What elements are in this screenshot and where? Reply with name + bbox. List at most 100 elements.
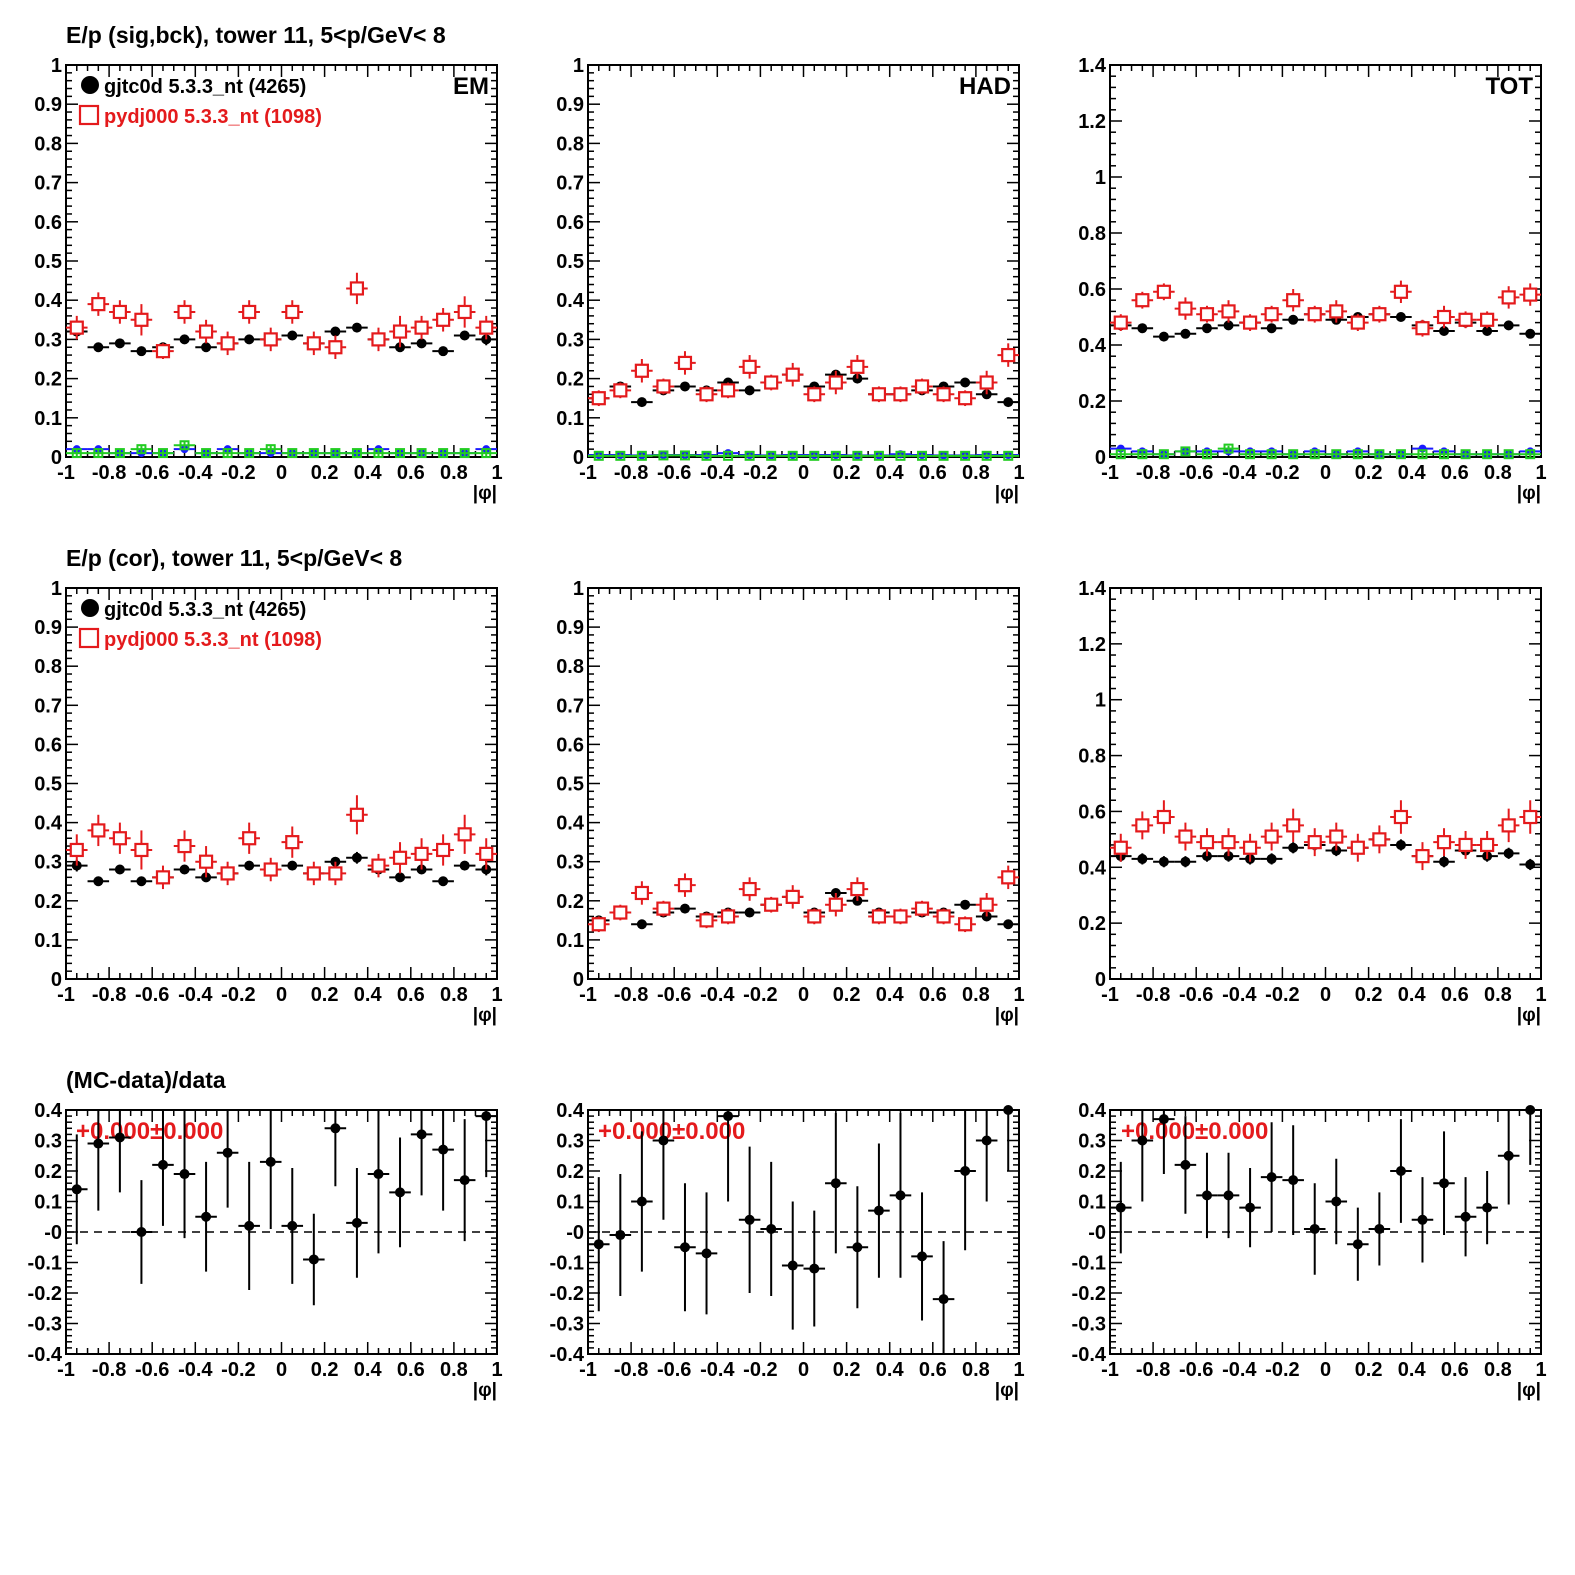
point-marker bbox=[958, 391, 973, 406]
x-tick-label: 0.8 bbox=[440, 984, 468, 1006]
x-tick-label: -0.2 bbox=[743, 1359, 777, 1381]
y-tick-label: 0.2 bbox=[1078, 391, 1106, 413]
point-marker bbox=[764, 375, 779, 390]
point-marker bbox=[656, 901, 671, 916]
point-marker bbox=[830, 450, 841, 461]
point-marker bbox=[1503, 848, 1514, 859]
point-marker bbox=[656, 379, 671, 394]
point-marker bbox=[979, 897, 994, 912]
point-marker bbox=[1482, 326, 1493, 336]
x-tick-label: 0.4 bbox=[1398, 1359, 1427, 1381]
point-marker bbox=[244, 1220, 255, 1231]
point-marker bbox=[1501, 818, 1516, 833]
point-marker bbox=[330, 448, 341, 459]
y-tick-label: 0 bbox=[573, 447, 584, 469]
point-marker bbox=[479, 320, 494, 335]
point-marker bbox=[1352, 1239, 1363, 1250]
y-tick-label: 0.1 bbox=[1078, 1192, 1106, 1214]
x-tick-label: -0.4 bbox=[1222, 984, 1257, 1006]
point-marker bbox=[136, 346, 147, 357]
chart-r1-em: -1 -0.8 -0.6 -0.4 -0.2 0 0.2 0.4 0.6 0.8 1 0 0.1 0.2 0… bbox=[34, 55, 502, 504]
x-tick-label: 0 bbox=[1320, 984, 1331, 1006]
panel-label: HAD bbox=[959, 73, 1011, 100]
y-tick-label: -0.2 bbox=[1072, 1283, 1106, 1305]
point-marker bbox=[177, 838, 192, 854]
legend-mc-marker bbox=[78, 627, 100, 649]
x-tick-label: -0.8 bbox=[614, 462, 648, 484]
x-tick-label: -0.4 bbox=[700, 984, 735, 1006]
point-marker bbox=[1158, 1114, 1169, 1125]
point-marker bbox=[591, 391, 606, 406]
point-marker bbox=[636, 919, 647, 930]
point-marker bbox=[871, 909, 887, 924]
point-marker bbox=[1307, 835, 1322, 850]
point-marker bbox=[220, 336, 235, 351]
point-marker bbox=[936, 387, 951, 402]
y-tick-label: 0.2 bbox=[1078, 913, 1106, 935]
point-marker bbox=[263, 862, 278, 877]
x-tick-label: 1 bbox=[491, 1359, 502, 1381]
x-axis-label: |φ| bbox=[473, 1005, 497, 1026]
point-marker bbox=[679, 1242, 690, 1253]
x-tick-label: -0.6 bbox=[1179, 462, 1213, 484]
y-tick-label: -0.3 bbox=[550, 1314, 584, 1336]
point-marker bbox=[1309, 1223, 1320, 1234]
point-marker bbox=[1264, 307, 1279, 322]
point-marker bbox=[958, 917, 973, 932]
point-marker bbox=[1245, 449, 1256, 460]
y-tick-label: 0.5 bbox=[556, 774, 584, 796]
x-tick-label: 0.4 bbox=[1398, 462, 1427, 484]
point-marker bbox=[981, 450, 992, 461]
point-marker bbox=[287, 330, 298, 341]
x-tick-label: 0.8 bbox=[962, 1359, 990, 1381]
point-marker bbox=[459, 330, 470, 341]
row-title-3: (MC-data)/data bbox=[66, 1067, 226, 1093]
x-tick-label: 0.8 bbox=[440, 1359, 468, 1381]
point-marker bbox=[1374, 449, 1385, 460]
y-tick-label: 1 bbox=[1095, 167, 1106, 189]
point-marker bbox=[960, 377, 971, 388]
legend-data-marker bbox=[81, 599, 99, 617]
x-tick-label: 0.8 bbox=[962, 984, 990, 1006]
y-tick-label: 0.1 bbox=[34, 408, 62, 430]
point-marker bbox=[1329, 304, 1344, 319]
point-marker bbox=[112, 304, 127, 320]
point-marker bbox=[114, 338, 125, 349]
y-tick-label: 0.9 bbox=[34, 617, 62, 639]
point-marker bbox=[1266, 853, 1277, 864]
x-tick-label: 0.6 bbox=[919, 1359, 947, 1381]
x-tick-label: 0.4 bbox=[876, 462, 905, 484]
series-mc bbox=[66, 795, 497, 890]
y-tick-label: 1.2 bbox=[1078, 111, 1106, 133]
y-tick-label: 1.4 bbox=[1078, 578, 1107, 600]
x-tick-label: 1 bbox=[491, 462, 502, 484]
x-tick-label: 0.2 bbox=[1355, 984, 1383, 1006]
point-marker bbox=[852, 450, 863, 461]
point-marker bbox=[658, 450, 669, 461]
point-marker bbox=[222, 1147, 233, 1158]
point-marker bbox=[1201, 1190, 1212, 1201]
point-marker bbox=[1266, 323, 1277, 334]
y-tick-label: -0.3 bbox=[1072, 1314, 1106, 1336]
point-marker bbox=[1393, 284, 1409, 299]
point-marker bbox=[114, 448, 125, 459]
point-marker bbox=[155, 344, 171, 359]
point-marker bbox=[787, 450, 798, 461]
point-marker bbox=[1199, 307, 1215, 322]
point-marker bbox=[1439, 1178, 1450, 1189]
point-marker bbox=[285, 304, 300, 320]
point-marker bbox=[1115, 449, 1126, 460]
point-marker bbox=[287, 448, 298, 459]
point-marker bbox=[265, 1156, 276, 1167]
point-marker bbox=[371, 332, 386, 347]
y-tick-label: 0.6 bbox=[1078, 801, 1106, 823]
point-marker bbox=[287, 860, 298, 871]
y-tick-label: -0.3 bbox=[28, 1314, 62, 1336]
legend-row1: gjtc0d 5.3.3_nt (4265) pydj000 5.3.3_nt … bbox=[78, 76, 322, 128]
point-marker bbox=[764, 897, 779, 912]
x-tick-label: -0.4 bbox=[700, 462, 735, 484]
x-tick-label: -0.6 bbox=[657, 984, 691, 1006]
y-tick-label: 0.2 bbox=[34, 891, 62, 913]
x-tick-label: 0.4 bbox=[876, 1359, 905, 1381]
